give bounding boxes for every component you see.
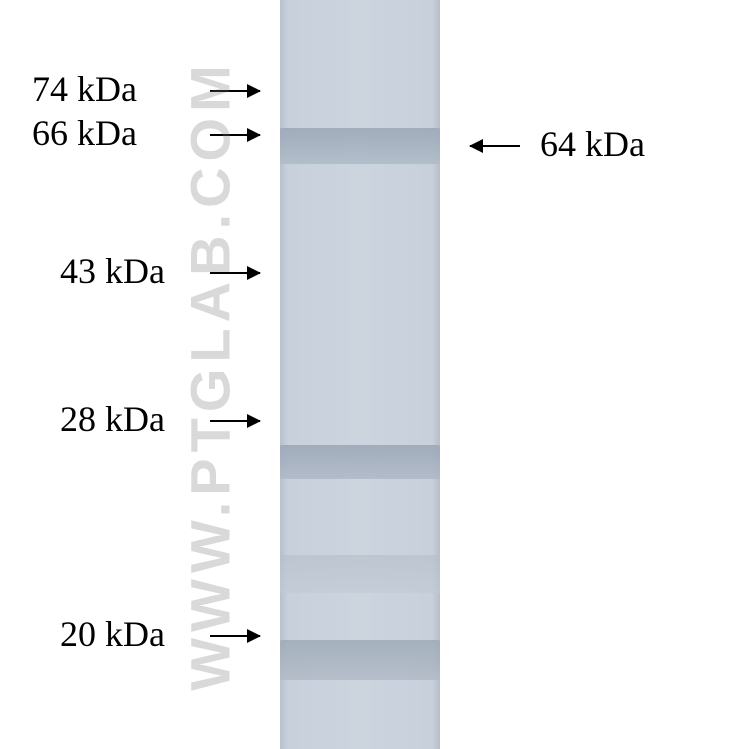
- target-label-64: 64 kDa: [540, 123, 645, 165]
- gel-lane: [280, 0, 440, 749]
- marker-label-28: 28 kDa: [60, 398, 165, 440]
- band-20kda: [280, 640, 440, 680]
- band-64kda: [280, 128, 440, 164]
- marker-arrow-43: [210, 272, 260, 274]
- marker-arrow-74: [210, 90, 260, 92]
- watermark-text: WWW.PTGLAB.COM: [178, 59, 243, 690]
- marker-label-66: 66 kDa: [32, 112, 137, 154]
- marker-arrow-20: [210, 635, 260, 637]
- marker-arrow-28: [210, 420, 260, 422]
- band-mid: [280, 445, 440, 479]
- marker-label-20: 20 kDa: [60, 613, 165, 655]
- marker-label-74: 74 kDa: [32, 68, 137, 110]
- marker-label-43: 43 kDa: [60, 250, 165, 292]
- band-faint: [280, 555, 440, 593]
- target-arrow-64: [470, 145, 520, 147]
- marker-arrow-66: [210, 134, 260, 136]
- gel-figure: 74 kDa 66 kDa 43 kDa 28 kDa 20 kDa 64 kD…: [0, 0, 740, 749]
